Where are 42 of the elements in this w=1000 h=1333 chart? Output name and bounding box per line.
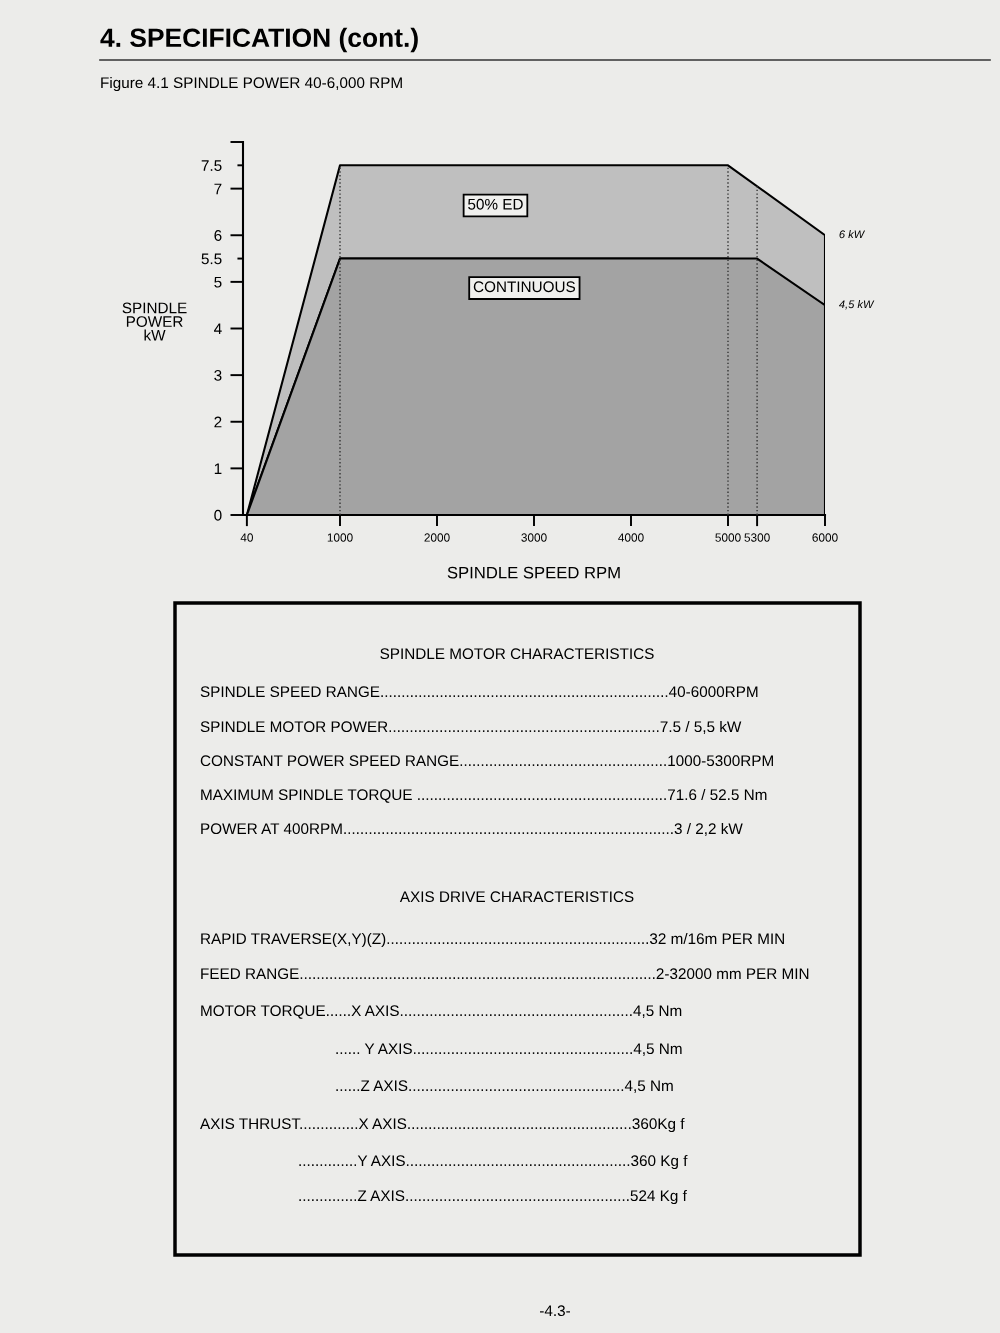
y-tick-label: 2 xyxy=(214,416,222,428)
x-tick-label: 5000 xyxy=(715,533,741,542)
text: ......Z AXIS...................................................4,5 Nm xyxy=(336,1080,673,1093)
y-tick-label: 6 xyxy=(214,230,222,241)
text: MAXIMUM SPINDLE TORQUE ...........................................................71.6 / 52.5 Nm xyxy=(201,788,767,803)
y-tick-label: 0 xyxy=(214,509,222,521)
series-label: 50% ED xyxy=(468,198,523,210)
x-tick-label: 40 xyxy=(240,533,253,542)
y-tick-label: 5.5 xyxy=(201,253,222,265)
text: RAPID TRAVERSE(X,Y)(Z)..............................................................32 m/16m PER MIN xyxy=(201,932,784,948)
text: FEED RANGE....................................................................................2-32000 mm PER MIN xyxy=(201,968,809,980)
text: CONSTANT POWER SPEED RANGE.................................................1000-5300RPM xyxy=(200,755,773,767)
text: ...... Y AXIS....................................................4,5 Nm xyxy=(336,1043,682,1056)
text: POWER AT 400RPM..............................................................................3 / 2,2 kW xyxy=(201,822,743,836)
series-label: CONTINUOUS xyxy=(473,281,576,293)
y-tick-label: 4 xyxy=(214,323,222,335)
y-tick-label: 5 xyxy=(214,276,222,288)
y-tick-label: 7 xyxy=(214,183,222,195)
y-tick-label: 3 xyxy=(214,369,222,381)
x-tick-label: 3000 xyxy=(521,533,547,542)
chart-title: 4. SPECIFICATION (cont.) xyxy=(100,27,418,53)
chart-subtitle: Figure 4.1 SPINDLE POWER 40-6,000 RPM xyxy=(101,76,402,92)
y-axis-title: SPINDLE POWER kW xyxy=(122,302,187,341)
x-tick-label: 5300 xyxy=(744,533,770,542)
x-tick-label: 6000 xyxy=(812,533,838,542)
text: ..............Z AXIS.....................................................524 Kg f xyxy=(299,1189,687,1205)
text: AXIS DRIVE CHARACTERISTICS xyxy=(399,891,634,903)
y-tick-label: 7.5 xyxy=(201,160,222,171)
y-tick-label: 1 xyxy=(214,463,222,474)
x-tick-label: 2000 xyxy=(424,533,450,542)
text: MOTOR TORQUE......X AXIS.......................................................4,5 Nm xyxy=(201,1005,682,1019)
annotation: 6 kW xyxy=(839,230,866,239)
text: -4.3- xyxy=(539,1305,571,1317)
annotation: 4,5 kW xyxy=(838,300,875,310)
x-axis-title: SPINDLE SPEED RPM xyxy=(447,566,620,579)
text: AXIS THRUST..............X AXIS.....................................................360Kg f xyxy=(200,1117,685,1133)
x-tick-label: 1000 xyxy=(327,533,353,542)
text: SPINDLE MOTOR POWER................................................................7.5 / 5,5 kW xyxy=(200,720,742,734)
text: ..............Y AXIS.....................................................360 Kg f xyxy=(299,1154,688,1170)
text: SPINDLE SPEED RANGE....................................................................40-6000RPM xyxy=(200,686,758,698)
x-tick-label: 4000 xyxy=(618,533,644,542)
text: SPINDLE MOTOR CHARACTERISTICS xyxy=(380,648,654,660)
